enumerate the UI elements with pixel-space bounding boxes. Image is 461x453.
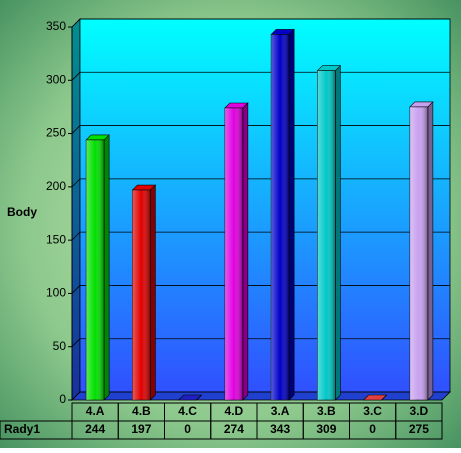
table-value: 275	[409, 422, 429, 436]
table-value: 343	[270, 422, 290, 436]
grid-line	[71, 18, 81, 28]
floor	[71, 391, 451, 401]
bar-side-shade	[150, 185, 156, 400]
x-tick-label: 4.B	[132, 404, 151, 418]
table-cell	[395, 420, 443, 440]
y-tick-label: 100	[46, 286, 66, 300]
bar-side-shade	[242, 102, 248, 400]
grid-line	[71, 125, 81, 134]
x-tick-label: 3.B	[317, 404, 336, 418]
y-tick-label: 0	[59, 392, 66, 406]
x-tick-label: 4.C	[178, 404, 197, 418]
table-value: 197	[131, 422, 151, 436]
grid-line	[71, 178, 81, 188]
bar	[131, 184, 157, 401]
bar-shade	[224, 107, 243, 400]
y-tick-label: 250	[46, 126, 66, 140]
table-value: 0	[184, 422, 191, 436]
table-value: 274	[224, 422, 244, 436]
x-tick-label: 4.A	[86, 404, 105, 418]
bar-shade	[409, 106, 428, 400]
bar-shade	[317, 70, 336, 401]
series-name: Rady1	[4, 422, 40, 436]
data-table: Rady1 4.A 244 4.B 197 4.C 0 4.D 274 3.A 343 3.B 309 3…	[0, 402, 443, 440]
bar	[85, 134, 110, 401]
grid-line	[71, 391, 81, 401]
bar	[362, 394, 388, 401]
y-tick-label: 350	[46, 19, 66, 33]
x-tick-label: 3.C	[363, 404, 382, 418]
bar	[270, 28, 295, 401]
bar	[316, 64, 342, 401]
bar-side-shade	[104, 134, 110, 401]
bar-side-shade	[427, 101, 433, 400]
grid-line	[71, 72, 81, 81]
table-value: 0	[369, 422, 376, 436]
table-value: 244	[85, 422, 105, 436]
x-tick-label: 4.D	[225, 404, 244, 418]
bar-side-shade	[289, 29, 295, 401]
y-tick-label: 50	[53, 339, 67, 353]
y-tick-label: 150	[46, 232, 66, 246]
bar-shade	[86, 139, 105, 401]
y-tick-label: 300	[46, 72, 66, 86]
x-tick-label: 3.A	[271, 404, 290, 418]
y-axis-label: Body	[7, 205, 37, 219]
bar-shade	[271, 34, 290, 401]
bar-side	[196, 394, 202, 401]
bar	[177, 394, 203, 401]
grid-line	[71, 231, 81, 241]
grid-line	[71, 338, 81, 347]
bar-side-shade	[335, 65, 341, 401]
bar-shade	[132, 190, 151, 400]
grid-line	[71, 285, 81, 294]
bar	[224, 102, 249, 401]
table-value: 309	[316, 422, 336, 436]
bar-side	[381, 394, 387, 401]
x-tick-label: 3.D	[410, 404, 429, 418]
bar	[409, 101, 434, 401]
y-tick-label: 200	[46, 179, 66, 193]
